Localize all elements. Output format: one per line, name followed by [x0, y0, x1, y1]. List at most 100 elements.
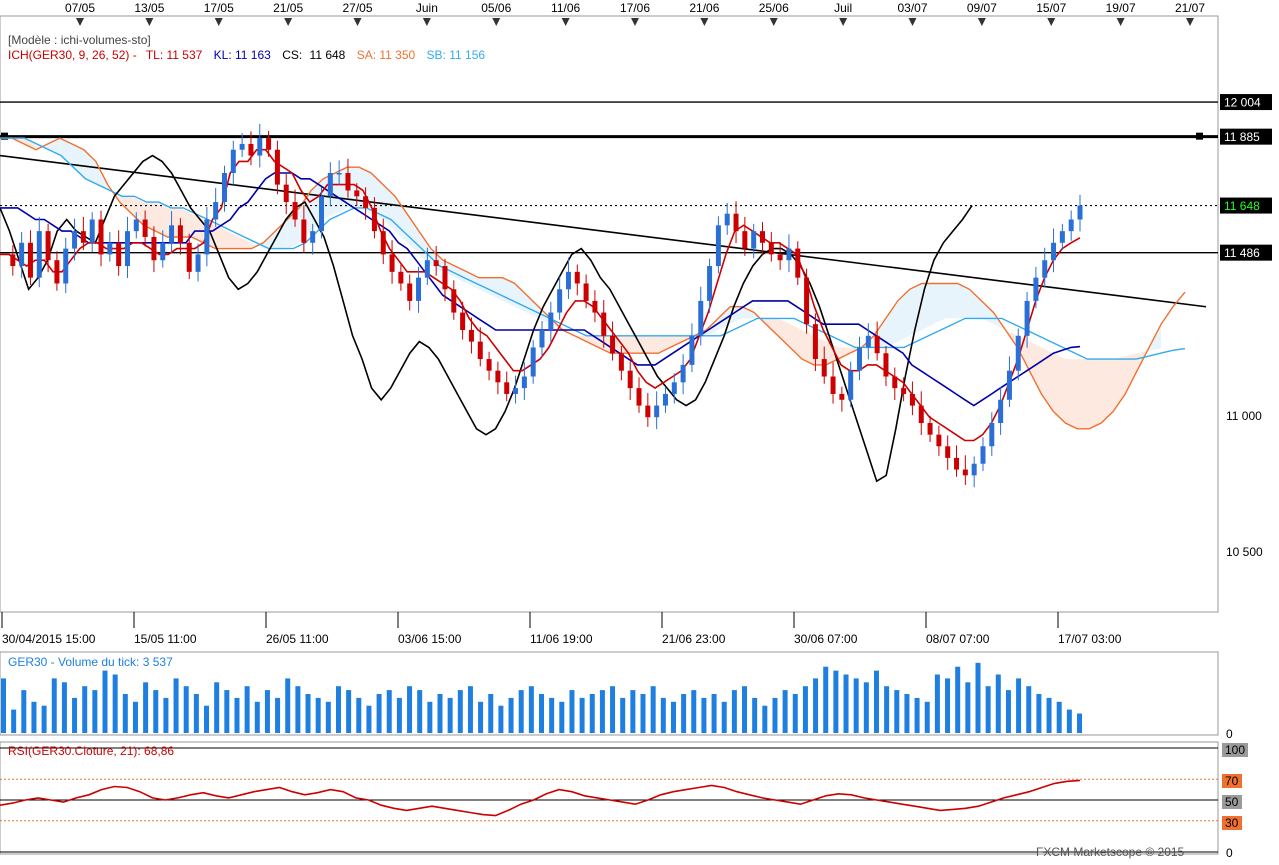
rsi-70-badge	[1222, 774, 1242, 788]
top-axis-tick-marker	[422, 18, 431, 26]
cloud-segment	[658, 335, 671, 354]
volume-bar	[711, 694, 717, 733]
candle-body	[671, 382, 677, 394]
volume-bar	[305, 694, 311, 733]
candle-body	[177, 225, 183, 243]
volume-bar	[275, 697, 281, 733]
volume-bar	[549, 697, 555, 733]
cloud-segment	[718, 306, 731, 330]
cloud-segment	[1041, 347, 1054, 412]
candle-body	[662, 393, 668, 406]
span-a-line	[0, 137, 1186, 430]
rsi-30-badge	[1222, 816, 1242, 830]
bottom-axis-label: 30/04/2015 15:00	[2, 632, 96, 646]
price-badge-label: 11 486	[1224, 246, 1260, 260]
volume-bar	[163, 697, 169, 733]
cloud-segment	[921, 283, 934, 330]
rsi-50-badge	[1222, 795, 1242, 809]
cloud-segment	[59, 138, 72, 168]
cloud-segment	[131, 196, 144, 226]
volume-bar	[894, 690, 900, 733]
volume-bar	[21, 690, 27, 733]
volume-bar	[670, 701, 676, 733]
candle-body	[27, 242, 33, 278]
price-levels	[0, 101, 1218, 308]
cloud-segment	[646, 335, 659, 354]
candle-body	[389, 254, 395, 272]
volume-zero-tick: 0	[1226, 727, 1233, 741]
candle-body	[72, 231, 78, 249]
candle-body	[530, 347, 536, 377]
volume-bar	[143, 682, 149, 733]
cloud-segment	[478, 277, 491, 296]
volume-bar	[467, 686, 473, 733]
candle-body	[345, 172, 351, 191]
volume-bar	[924, 701, 930, 733]
cloud-segment	[23, 138, 36, 150]
candle-body	[909, 393, 915, 406]
candle-body	[857, 347, 863, 371]
top-axis-tick-marker	[977, 18, 986, 26]
price-badges[interactable]: 12 004 11 885 11 648 11 486	[1220, 94, 1272, 261]
candle-body	[124, 231, 130, 267]
volume-bar	[985, 686, 991, 733]
top-axis-label: 21/05	[273, 1, 303, 15]
rsi-panel	[0, 741, 1219, 855]
candle-body	[504, 382, 510, 394]
candle-body	[221, 172, 227, 203]
top-axis-label: 05/06	[481, 1, 511, 15]
sa-label: SA: 11 350	[357, 48, 416, 62]
candle-body	[380, 231, 386, 255]
volume-bar	[630, 690, 636, 733]
candle-body	[274, 149, 280, 185]
candle-body	[998, 399, 1004, 424]
volume-bar	[102, 670, 108, 733]
volume-bar	[620, 697, 626, 733]
volume-bar	[640, 694, 646, 733]
candle-body	[698, 300, 704, 336]
candle-body	[424, 260, 430, 278]
volume-bar	[315, 697, 321, 733]
candle-body	[839, 393, 845, 400]
volume-panel	[0, 651, 1219, 736]
candle-body	[301, 219, 307, 243]
candle-body	[292, 202, 298, 220]
volume-bar	[376, 694, 382, 733]
cloud-segment	[71, 143, 84, 179]
candle-body	[486, 359, 492, 371]
cloud-segment	[275, 219, 288, 249]
top-axis-tick-marker	[769, 18, 778, 26]
candle-body	[927, 423, 933, 435]
candle-body	[574, 271, 580, 284]
volume-bar	[122, 694, 128, 733]
top-axis-tick-marker	[284, 18, 293, 26]
cloud-segment	[418, 231, 431, 267]
candle-body	[468, 329, 474, 342]
candle-body	[195, 254, 201, 272]
bottom-time-axis: 30/04/2015 15:00 15/05 11:00 26/05 11:00 03…	[1, 612, 1122, 646]
top-axis-label: 15/07	[1036, 1, 1066, 15]
candle-body	[1077, 205, 1083, 220]
top-axis-tick-marker	[353, 18, 362, 26]
volume-bar	[701, 697, 707, 733]
candle-body	[283, 184, 289, 203]
candle-body	[186, 242, 192, 272]
volume-bars	[1, 662, 1082, 733]
volume-bar	[792, 694, 798, 733]
candle-body	[266, 138, 272, 150]
volume-bar	[650, 686, 656, 733]
top-axis-tick-marker	[492, 18, 501, 26]
candle-body	[1024, 300, 1030, 336]
volume-bar	[610, 686, 616, 733]
volume-bar	[1036, 694, 1042, 733]
candle-body	[989, 423, 995, 447]
top-axis-label: 13/05	[134, 1, 164, 15]
cloud-segment	[1089, 359, 1102, 429]
cloud-segment	[383, 184, 395, 232]
top-axis-tick-marker	[700, 18, 709, 26]
y-tick-10500: 10 500	[1226, 545, 1263, 559]
volume-bar	[254, 701, 260, 733]
cloud-segment	[239, 236, 252, 249]
candles	[10, 123, 1083, 488]
